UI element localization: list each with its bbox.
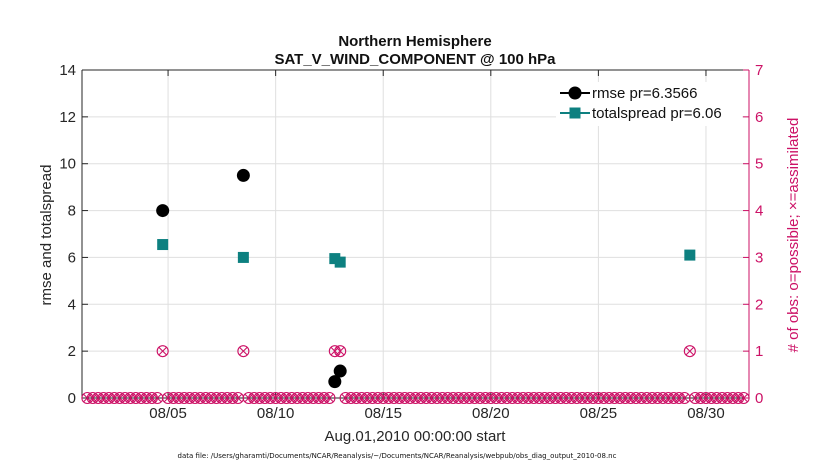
totalspread-markers — [157, 239, 696, 268]
x-tick-label: 08/15 — [364, 405, 402, 422]
y-left-tick-label: 10 — [59, 156, 76, 173]
obs-assimilated-cross-b — [158, 346, 167, 356]
data-file-footnote: data file: /Users/gharamti/Documents/NCA… — [178, 452, 617, 460]
obs-possible-circle — [237, 345, 250, 358]
obs-assimilated-cross-b — [153, 393, 162, 403]
y-left-tick-label: 0 — [68, 390, 76, 407]
x-tick-label: 08/10 — [257, 405, 295, 422]
x-axis-label: Aug.01,2010 00:00:00 start — [325, 428, 507, 445]
obs-assimilated-cross-b — [685, 346, 695, 356]
y-right-tick-label: 7 — [755, 62, 763, 79]
obs-count-point — [683, 345, 696, 358]
y-right-tick-label: 2 — [755, 296, 763, 313]
obs-possible-circle — [334, 345, 347, 358]
rmse-point — [333, 364, 347, 378]
y-right-tick-label: 1 — [755, 343, 763, 360]
y-left-tick-label: 8 — [68, 203, 76, 220]
y-axis-label-left: rmse and totalspread — [38, 165, 55, 306]
y-right-tick-label: 3 — [755, 249, 763, 266]
y-right-tick-label: 6 — [755, 109, 763, 126]
y-left-tick-label: 12 — [59, 109, 76, 126]
legend-rmse-label: rmse pr=6.3566 — [592, 85, 697, 102]
y-right-tick-label: 5 — [755, 156, 763, 173]
chart-title-line2: SAT_V_WIND_COMPONENT @ 100 hPa — [274, 51, 556, 68]
obs-count-point — [737, 391, 750, 405]
y-left-tick-label: 4 — [68, 296, 76, 313]
totalspread-point — [157, 239, 169, 251]
legend: rmse pr=6.3566 totalspread pr=6.06 — [556, 82, 742, 126]
x-tick-label: 08/25 — [580, 405, 618, 422]
rmse-point — [156, 204, 170, 218]
x-tick-label: 08/05 — [149, 405, 187, 422]
rmse-markers — [156, 96, 697, 389]
obs-assimilated-cross-b — [335, 346, 345, 356]
chart-title-line1: Northern Hemisphere — [338, 33, 491, 50]
tick-labels: 08/05 08/10 08/15 08/20 08/25 08/300246810121… — [59, 62, 763, 422]
legend-spread-marker — [569, 107, 581, 119]
legend-rmse-marker — [568, 86, 582, 100]
totalspread-point — [334, 256, 346, 268]
rmse-point — [328, 375, 342, 389]
y-right-tick-label: 4 — [755, 203, 763, 220]
obs-count-point — [334, 345, 347, 358]
obs-assimilated-cross-b — [680, 393, 689, 403]
y-left-tick-label: 14 — [59, 62, 76, 79]
obs-assimilated-cross-b — [325, 393, 334, 403]
obs-possible-circle — [737, 391, 750, 405]
obs-possible-circle — [156, 345, 169, 358]
legend-spread-label: totalspread pr=6.06 — [592, 105, 722, 122]
obs-count-markers — [81, 345, 750, 405]
totalspread-point — [684, 249, 696, 261]
y-axis-label-right: # of obs: o=possible; ×=assimilated — [785, 118, 802, 353]
obs-assimilated-cross-b — [739, 393, 748, 403]
x-tick-label: 08/20 — [472, 405, 510, 422]
obs-count-point — [237, 345, 250, 358]
obs-possible-circle — [683, 345, 696, 358]
y-left-tick-label: 2 — [68, 343, 76, 360]
x-tick-label: 08/30 — [687, 405, 725, 422]
rmse-point — [236, 168, 250, 182]
y-left-tick-label: 6 — [68, 249, 76, 266]
obs-count-point — [156, 345, 169, 358]
obs-count-point — [323, 391, 336, 405]
y-right-tick-label: 0 — [755, 390, 763, 407]
obs-assimilated-cross-b — [239, 346, 248, 356]
legend-box — [556, 82, 742, 126]
obs-assimilated-cross-b — [233, 393, 243, 403]
totalspread-point — [237, 251, 249, 263]
obs-possible-circle — [323, 391, 336, 405]
